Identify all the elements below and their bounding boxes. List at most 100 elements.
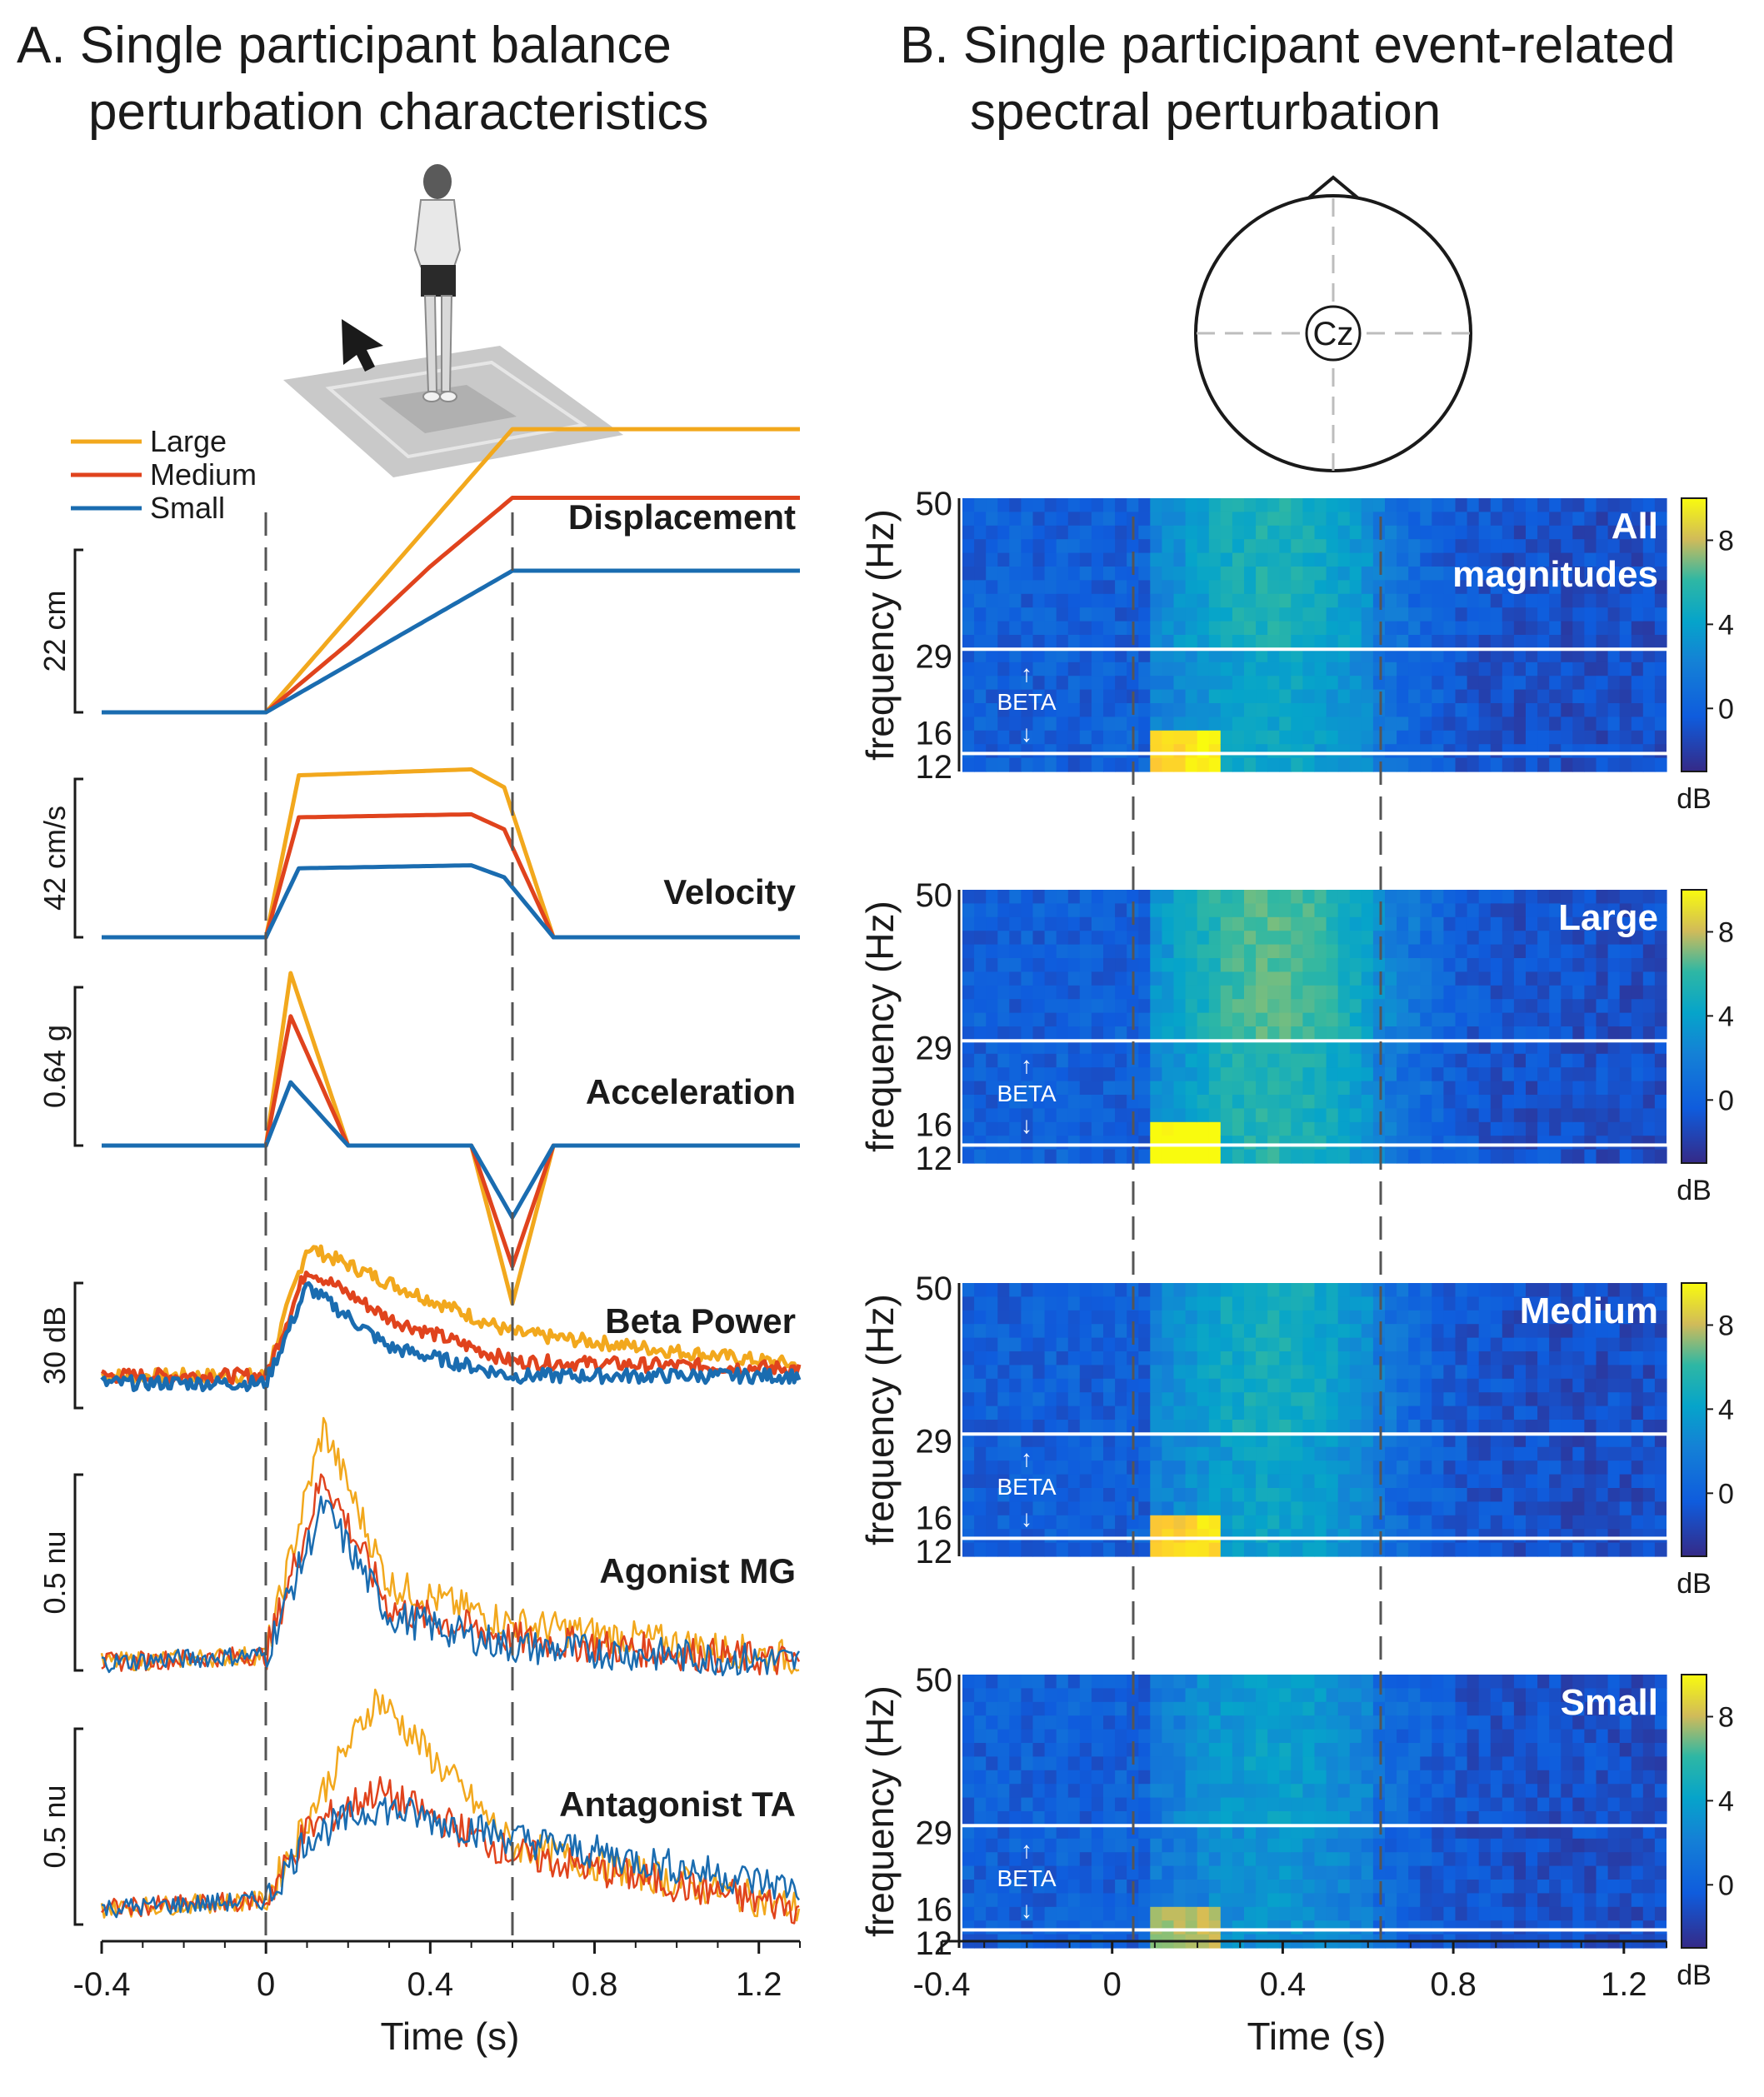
heatmap-cell <box>1044 1310 1057 1325</box>
heatmap-cell <box>1584 1149 1597 1164</box>
heatmap-cell <box>1091 1715 1104 1730</box>
heatmap-cell <box>1138 635 1151 649</box>
heatmap-cell <box>1561 1067 1573 1082</box>
heatmap-cell <box>1314 1108 1327 1123</box>
heatmap-cell <box>1091 1446 1104 1461</box>
heatmap-cell <box>1537 1108 1550 1123</box>
heatmap-cell <box>1115 1040 1127 1055</box>
heatmap-cell <box>1537 580 1550 595</box>
heatmap-cell <box>1455 1433 1468 1448</box>
heatmap-cell <box>1115 1420 1127 1434</box>
heatmap-cell <box>1385 1012 1397 1027</box>
heatmap-cell <box>1607 1688 1621 1703</box>
heatmap-cell <box>1150 1825 1162 1840</box>
heatmap-cell <box>1326 648 1339 663</box>
heatmap-cell <box>962 1893 975 1908</box>
heatmap-cell <box>1232 1743 1245 1757</box>
heatmap-cell <box>1337 1460 1351 1475</box>
heatmap-cell <box>1256 1893 1268 1908</box>
heatmap-cell <box>1091 944 1104 959</box>
heatmap-cell <box>1642 689 1656 704</box>
heatmap-cell <box>1021 1433 1034 1448</box>
heatmap-cell <box>1115 999 1127 1014</box>
heatmap-cell <box>1478 607 1492 622</box>
heatmap-cell <box>1502 1715 1515 1730</box>
heatmap-cell <box>1619 662 1632 677</box>
heatmap-cell <box>1549 1906 1562 1921</box>
acceleration-line-large <box>102 971 800 1306</box>
heatmap-cell <box>986 1337 998 1352</box>
heatmap-cell <box>1502 498 1515 512</box>
scale-bar-displacement <box>73 548 83 714</box>
heatmap-cell <box>1032 1784 1046 1799</box>
heatmap-cell <box>1302 1420 1316 1434</box>
heatmap-cell <box>1349 1095 1362 1109</box>
person-shorts <box>421 265 456 297</box>
x-b-tick-label: 0.4 <box>1260 1966 1307 2003</box>
heatmap-cell <box>1302 1893 1316 1908</box>
heatmap-cell <box>1220 1351 1233 1366</box>
heatmap-cell <box>1044 1026 1057 1041</box>
heatmap-cell <box>1103 944 1116 959</box>
heatmap-cell <box>1513 580 1527 595</box>
heatmap-cell <box>1314 580 1327 595</box>
heatmap-cell <box>1067 1433 1081 1448</box>
heatmap-cell <box>1596 1324 1609 1339</box>
heatmap-cell <box>1337 1474 1351 1489</box>
heatmap-cell <box>1279 1770 1292 1785</box>
heatmap-cell <box>1642 730 1656 745</box>
heatmap-cell <box>1513 1756 1527 1771</box>
heatmap-cell <box>986 539 998 554</box>
heatmap-cell <box>1115 1433 1127 1448</box>
heatmap-cell <box>1349 1784 1362 1799</box>
heatmap-cell <box>1021 689 1034 704</box>
heatmap-cell <box>1397 635 1409 649</box>
heatmap-cell <box>974 1351 987 1366</box>
heatmap-cell <box>1372 1474 1386 1489</box>
heatmap-cell <box>1314 539 1327 554</box>
heatmap-cell <box>974 1433 987 1448</box>
heatmap-cell <box>1091 1825 1104 1840</box>
heatmap-cell <box>1502 1310 1515 1325</box>
heatmap-cell <box>1372 1310 1386 1325</box>
heatmap-cell <box>1185 958 1198 972</box>
heatmap-cell <box>1408 1026 1421 1041</box>
heatmap-cell <box>1642 1488 1656 1502</box>
heatmap-cell <box>1103 498 1116 512</box>
heatmap-cell <box>1537 1405 1550 1420</box>
heatmap-cell <box>1150 539 1162 554</box>
heatmap-cell <box>1232 903 1245 918</box>
heatmap-cell <box>1502 1743 1515 1757</box>
heatmap-cell <box>1279 971 1292 986</box>
heatmap-cell <box>1162 1920 1175 1935</box>
heatmap-cell <box>1372 1149 1386 1164</box>
heatmap-cell <box>1408 1770 1421 1785</box>
heatmap-cell <box>1197 1542 1210 1557</box>
heatmap-cell <box>1654 999 1667 1014</box>
heatmap-cell <box>1420 1283 1432 1297</box>
heatmap-cell <box>1420 1865 1432 1880</box>
heatmap-cell <box>1432 525 1444 540</box>
heatmap-cell <box>1607 1136 1621 1151</box>
heatmap-cell <box>1561 1880 1573 1894</box>
heatmap-cell <box>1232 689 1245 704</box>
heatmap-cell <box>1291 716 1303 731</box>
heatmap-cell <box>1267 1488 1280 1502</box>
heatmap-cell <box>1361 1026 1374 1041</box>
heatmap-cell <box>1420 1392 1432 1407</box>
heatmap-cell <box>986 1296 998 1311</box>
heatmap-cell <box>1361 1784 1374 1799</box>
heatmap-cell <box>1397 1053 1409 1068</box>
heatmap-cell <box>1467 1337 1480 1352</box>
heatmap-cell <box>1208 744 1222 759</box>
heatmap-cell <box>1397 1095 1409 1109</box>
heatmap-cell <box>1079 525 1092 540</box>
heatmap-cell <box>1397 971 1409 986</box>
heatmap-cell <box>1009 512 1022 527</box>
heatmap-cell <box>1103 1337 1116 1352</box>
heatmap-cell <box>1009 985 1022 1000</box>
heatmap-cell <box>1455 1026 1468 1041</box>
heatmap-cell <box>1502 1488 1515 1502</box>
heatmap-cell <box>1561 1865 1573 1880</box>
heatmap-cell <box>1291 1701 1303 1716</box>
